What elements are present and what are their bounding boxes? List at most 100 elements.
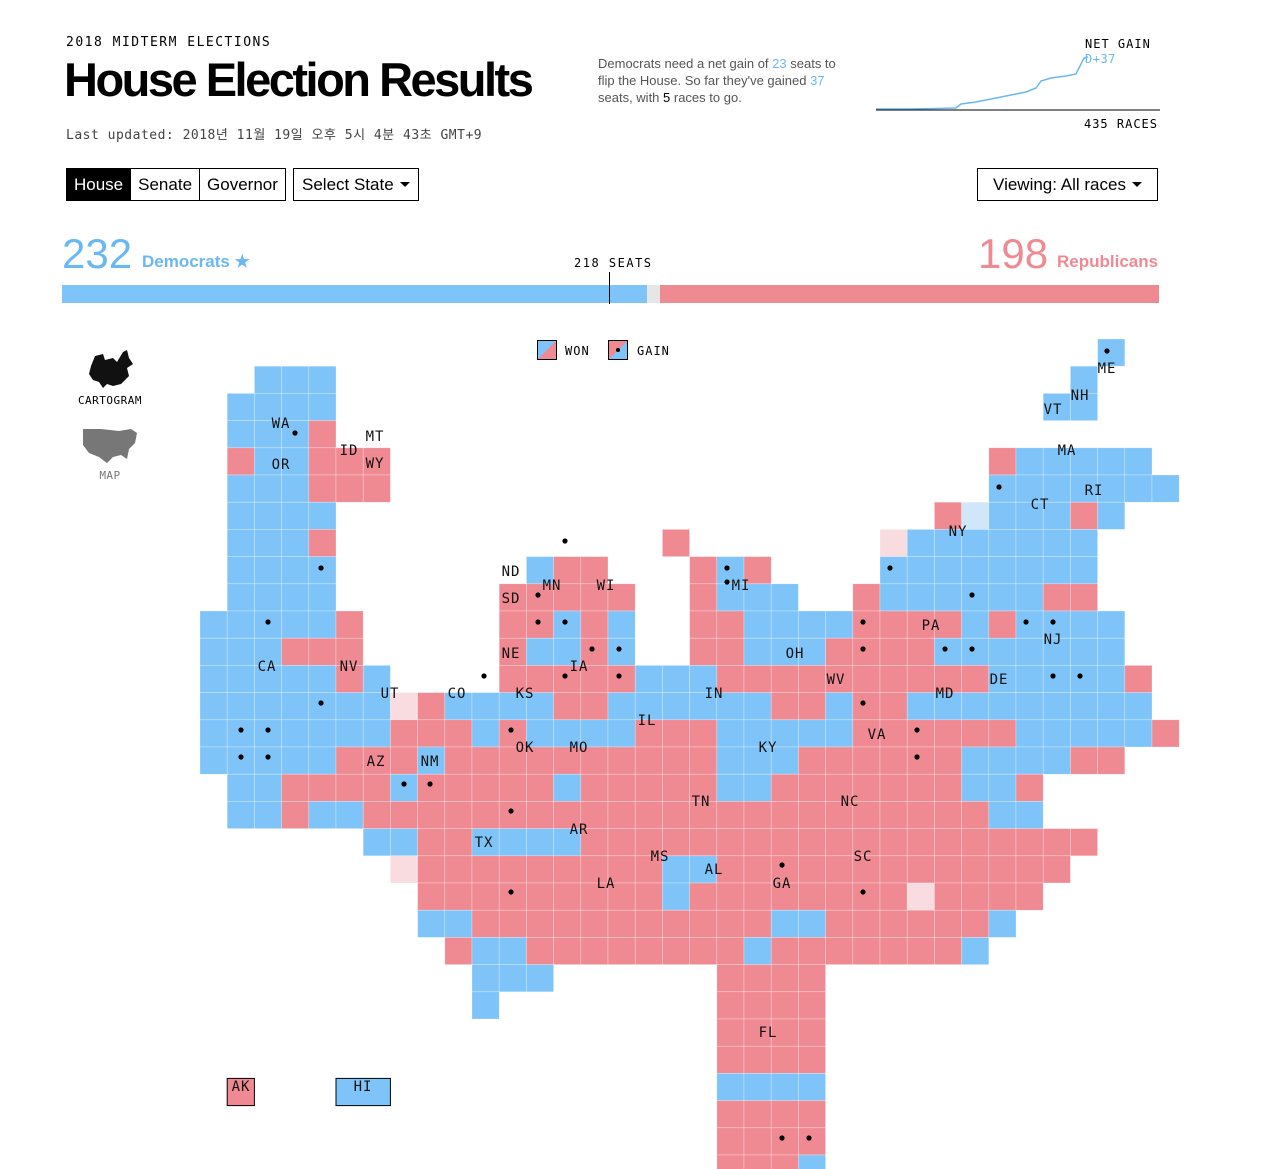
district-cell[interactable]: [879, 719, 908, 748]
district-cell[interactable]: [471, 909, 500, 938]
district-cell[interactable]: [634, 828, 663, 857]
district-cell[interactable]: [770, 937, 799, 965]
district-cell[interactable]: [553, 692, 582, 721]
district-cell[interactable]: [254, 420, 282, 449]
district-cell[interactable]: [254, 501, 282, 530]
viewing-dropdown[interactable]: Viewing: All races: [977, 168, 1158, 201]
map-toggle[interactable]: MAP: [70, 423, 150, 482]
district-cell[interactable]: [852, 746, 881, 775]
district-cell[interactable]: [852, 692, 881, 721]
district-cell[interactable]: [254, 474, 282, 503]
district-cell[interactable]: [1015, 665, 1044, 693]
district-cell[interactable]: [444, 882, 473, 911]
district-cell[interactable]: [553, 610, 582, 639]
district-cell[interactable]: [961, 610, 990, 639]
district-cell[interactable]: [1070, 637, 1098, 666]
district-cell[interactable]: [308, 746, 337, 775]
district-cell[interactable]: [634, 692, 663, 721]
tab-senate[interactable]: Senate: [131, 169, 201, 200]
district-cell[interactable]: [934, 583, 962, 612]
district-cell[interactable]: [553, 882, 582, 911]
district-cell[interactable]: [1151, 719, 1180, 748]
district-cell[interactable]: [770, 828, 799, 857]
district-cell[interactable]: [417, 855, 446, 884]
district-cell[interactable]: [1124, 719, 1153, 748]
district-cell[interactable]: [1097, 665, 1126, 693]
district-cell[interactable]: [362, 665, 391, 693]
district-cell[interactable]: [1124, 665, 1153, 693]
district-cell[interactable]: [607, 882, 636, 911]
district-cell[interactable]: [308, 474, 337, 503]
district-cell[interactable]: [716, 991, 745, 1020]
district-cell[interactable]: [308, 529, 337, 557]
district-cell[interactable]: [417, 719, 446, 748]
district-cell[interactable]: [1042, 719, 1071, 748]
district-cell[interactable]: [716, 828, 745, 857]
district-cell[interactable]: [199, 746, 228, 775]
district-cell[interactable]: [770, 1045, 799, 1074]
district-cell[interactable]: [498, 801, 527, 829]
district-cell[interactable]: [526, 801, 554, 829]
district-cell[interactable]: [1070, 474, 1098, 503]
district-cell[interactable]: [254, 801, 282, 829]
district-cell[interactable]: [852, 909, 881, 938]
district-cell[interactable]: [254, 692, 282, 721]
district-cell[interactable]: [335, 801, 364, 829]
district-cell[interactable]: [825, 909, 854, 938]
district-cell[interactable]: [798, 1127, 826, 1156]
select-state-dropdown[interactable]: Select State: [293, 168, 419, 201]
district-cell[interactable]: [1015, 692, 1044, 721]
district-cell[interactable]: [961, 719, 990, 748]
district-cell[interactable]: [689, 882, 718, 911]
district-cell[interactable]: [743, 746, 772, 775]
district-cell[interactable]: [743, 801, 772, 829]
district-cell[interactable]: [1070, 610, 1098, 639]
district-cell[interactable]: [798, 1018, 826, 1047]
district-cell[interactable]: [390, 801, 418, 829]
district-cell[interactable]: [770, 665, 799, 693]
district-cell[interactable]: [879, 937, 908, 965]
district-cell[interactable]: [879, 529, 908, 557]
district-cell[interactable]: [1015, 447, 1044, 476]
district-cell[interactable]: [716, 882, 745, 911]
district-cell[interactable]: [798, 964, 826, 993]
district-cell[interactable]: [662, 529, 690, 557]
district-cell[interactable]: [743, 909, 772, 938]
district-cell[interactable]: [580, 882, 609, 911]
district-cell[interactable]: [662, 719, 690, 748]
district-cell[interactable]: [199, 719, 228, 748]
district-cell[interactable]: [988, 773, 1017, 802]
district-cell[interactable]: [906, 801, 935, 829]
district-cell[interactable]: [607, 828, 636, 857]
district-cell[interactable]: [988, 746, 1017, 775]
district-cell[interactable]: [226, 501, 255, 530]
district-cell[interactable]: [498, 855, 527, 884]
district-cell[interactable]: [798, 801, 826, 829]
district-cell[interactable]: [553, 855, 582, 884]
district-cell[interactable]: [662, 773, 690, 802]
district-cell[interactable]: [879, 692, 908, 721]
district-cell[interactable]: [988, 828, 1017, 857]
district-cell[interactable]: [1070, 393, 1098, 421]
district-cell[interactable]: [607, 665, 636, 693]
district-cell[interactable]: [553, 909, 582, 938]
district-cell[interactable]: [226, 719, 255, 748]
district-cell[interactable]: [961, 937, 990, 965]
district-cell[interactable]: [471, 773, 500, 802]
district-cell[interactable]: [308, 365, 337, 394]
district-cell[interactable]: [444, 719, 473, 748]
district-cell[interactable]: [934, 719, 962, 748]
district-cell[interactable]: [961, 801, 990, 829]
district-cell[interactable]: [580, 801, 609, 829]
district-cell[interactable]: [362, 773, 391, 802]
district-cell[interactable]: [607, 801, 636, 829]
district-cell[interactable]: [743, 1073, 772, 1101]
district-cell[interactable]: [226, 420, 255, 449]
district-cell[interactable]: [689, 556, 718, 585]
district-cell[interactable]: [825, 610, 854, 639]
district-cell[interactable]: [743, 637, 772, 666]
district-cell[interactable]: [716, 1018, 745, 1047]
district-cell[interactable]: [934, 665, 962, 693]
district-cell[interactable]: [471, 719, 500, 748]
district-cell[interactable]: [634, 909, 663, 938]
